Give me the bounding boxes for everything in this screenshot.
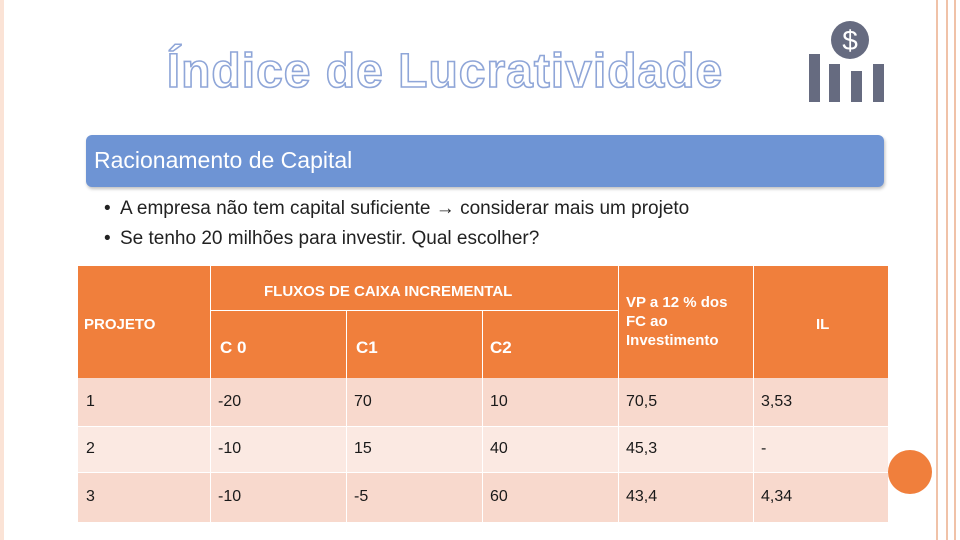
data-table: FLUXOS DE CAIXA INCREMENTAL PROJETO C 0 … bbox=[78, 266, 888, 522]
section-banner: Racionamento de Capital bbox=[86, 135, 884, 187]
decorative-circle bbox=[888, 450, 932, 494]
header-vp: VP a 12 % dos FC ao Investimento bbox=[626, 294, 728, 349]
cell-c1: -5 bbox=[354, 488, 369, 505]
header-c1: C1 bbox=[356, 338, 378, 357]
bullet-list: • A empresa não tem capital suficiente → … bbox=[104, 194, 689, 254]
cell-projeto: 1 bbox=[86, 393, 95, 410]
cell-c0: -20 bbox=[218, 393, 242, 410]
arrow-icon: → bbox=[435, 198, 455, 219]
cell-c2: 60 bbox=[490, 488, 508, 505]
money-growth-icon: $ bbox=[809, 21, 884, 102]
cell-c1: 15 bbox=[354, 440, 372, 457]
header-c0: C 0 bbox=[220, 338, 247, 357]
cell-il: 3,53 bbox=[761, 393, 793, 410]
bullet-item: • Se tenho 20 milhões para investir. Qual… bbox=[104, 228, 540, 249]
left-border bbox=[0, 0, 4, 540]
cell-il: 4,34 bbox=[761, 488, 793, 505]
header-projeto: PROJETO bbox=[84, 316, 156, 333]
page-title: Índice de Lucratividade bbox=[166, 44, 724, 99]
table-row: 1 -20 70 10 70,5 3,53 bbox=[78, 378, 888, 426]
table-row: 3 -10 -5 60 43,4 4,34 bbox=[78, 472, 888, 522]
bullet-text: Se tenho 20 milhões para investir. Qual … bbox=[120, 228, 540, 249]
header-c2: C2 bbox=[490, 338, 512, 357]
cell-c2: 40 bbox=[490, 440, 508, 457]
svg-text:$: $ bbox=[842, 25, 858, 56]
cell-c0: -10 bbox=[218, 488, 242, 505]
cell-il: - bbox=[761, 440, 767, 457]
decorative-right-frame bbox=[928, 0, 960, 540]
cell-c1: 70 bbox=[354, 393, 372, 410]
bullet-text: considerar mais um projeto bbox=[460, 198, 690, 219]
bullet-text: A empresa não tem capital suficiente bbox=[120, 198, 431, 219]
cell-projeto: 2 bbox=[86, 440, 95, 457]
cell-c2: 10 bbox=[490, 393, 508, 410]
banner-text: Racionamento de Capital bbox=[94, 147, 353, 173]
cell-vp: 70,5 bbox=[626, 393, 658, 410]
cell-vp: 45,3 bbox=[626, 440, 658, 457]
cell-c0: -10 bbox=[218, 440, 242, 457]
cell-vp: 43,4 bbox=[626, 488, 658, 505]
bullet-item: • A empresa não tem capital suficiente → … bbox=[104, 198, 690, 219]
header-il: IL bbox=[816, 316, 830, 333]
table-row: 2 -10 15 40 45,3 - bbox=[78, 426, 888, 472]
cell-projeto: 3 bbox=[86, 488, 95, 505]
header-group-label: FLUXOS DE CAIXA INCREMENTAL bbox=[264, 283, 513, 300]
